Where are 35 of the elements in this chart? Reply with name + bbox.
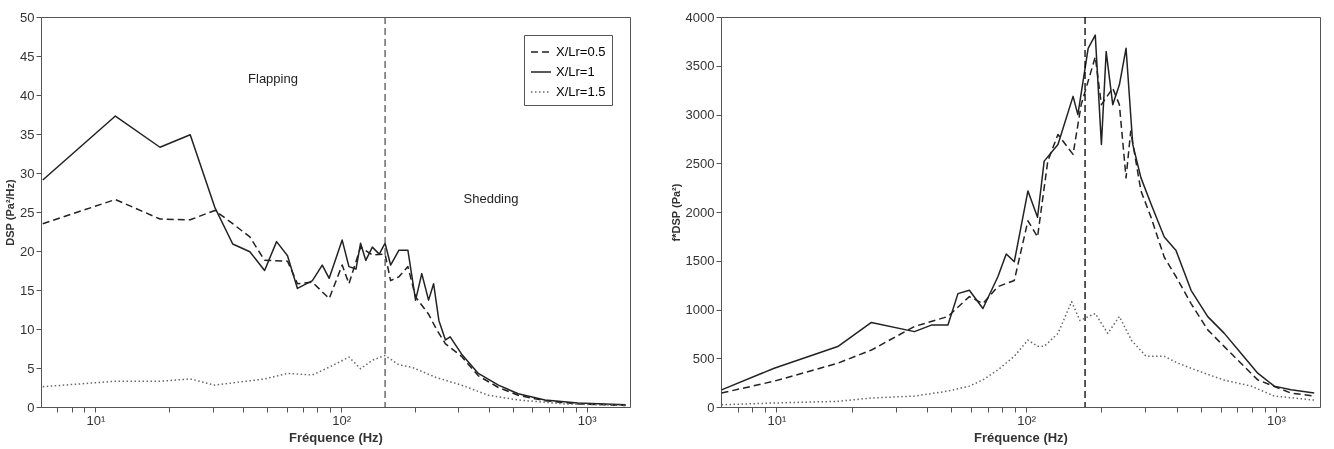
y-tick-label: 10 — [20, 321, 35, 337]
x-tick-label: 10² — [1017, 412, 1037, 428]
y-tick-label: 45 — [20, 48, 35, 64]
x-tick-label: 10³ — [1267, 412, 1287, 428]
y-tick-label: 20 — [20, 243, 35, 259]
y-tick-label: 50 — [20, 9, 35, 25]
x-tick-label: 10¹ — [86, 412, 107, 428]
y-tick-label: 5 — [27, 360, 35, 376]
y-tick-label: 500 — [692, 350, 715, 366]
y-tick-label: 3000 — [685, 107, 715, 122]
y-tick-label: 3500 — [685, 58, 715, 74]
y-tick-label: 1000 — [685, 302, 715, 317]
legend-label: X/Lr=1.5 — [556, 84, 606, 99]
x-tick-label: 10² — [332, 412, 352, 428]
y-axis-title: DSP (Pa²/Hz) — [4, 178, 17, 246]
y-tick-label: 0 — [707, 399, 715, 415]
annotation: Flapping — [248, 71, 298, 86]
legend-label: X/Lr=1 — [556, 64, 595, 79]
x-tick-label: 10¹ — [767, 412, 787, 428]
x-axis-title: Fréquence (Hz) — [289, 429, 383, 445]
y-tick-label: 2000 — [685, 204, 715, 220]
y-axis-title: f*DSP (Pa²) — [669, 183, 682, 242]
x-axis-title: Fréquence (Hz) — [974, 429, 1068, 445]
y-tick-label: 35 — [20, 126, 35, 142]
y-tick-label: 15 — [20, 282, 35, 298]
annotation: Shedding — [463, 191, 519, 206]
y-tick-label: 4000 — [685, 9, 715, 25]
y-tick-label: 0 — [27, 399, 35, 415]
y-tick-label: 25 — [20, 204, 35, 220]
y-tick-label: 2500 — [685, 155, 715, 171]
legend-label: X/Lr=0.5 — [556, 44, 606, 59]
x-tick-label: 10³ — [577, 412, 598, 428]
y-tick-label: 40 — [20, 87, 35, 103]
y-tick-label: 30 — [20, 165, 35, 181]
y-tick-label: 1500 — [685, 253, 715, 269]
